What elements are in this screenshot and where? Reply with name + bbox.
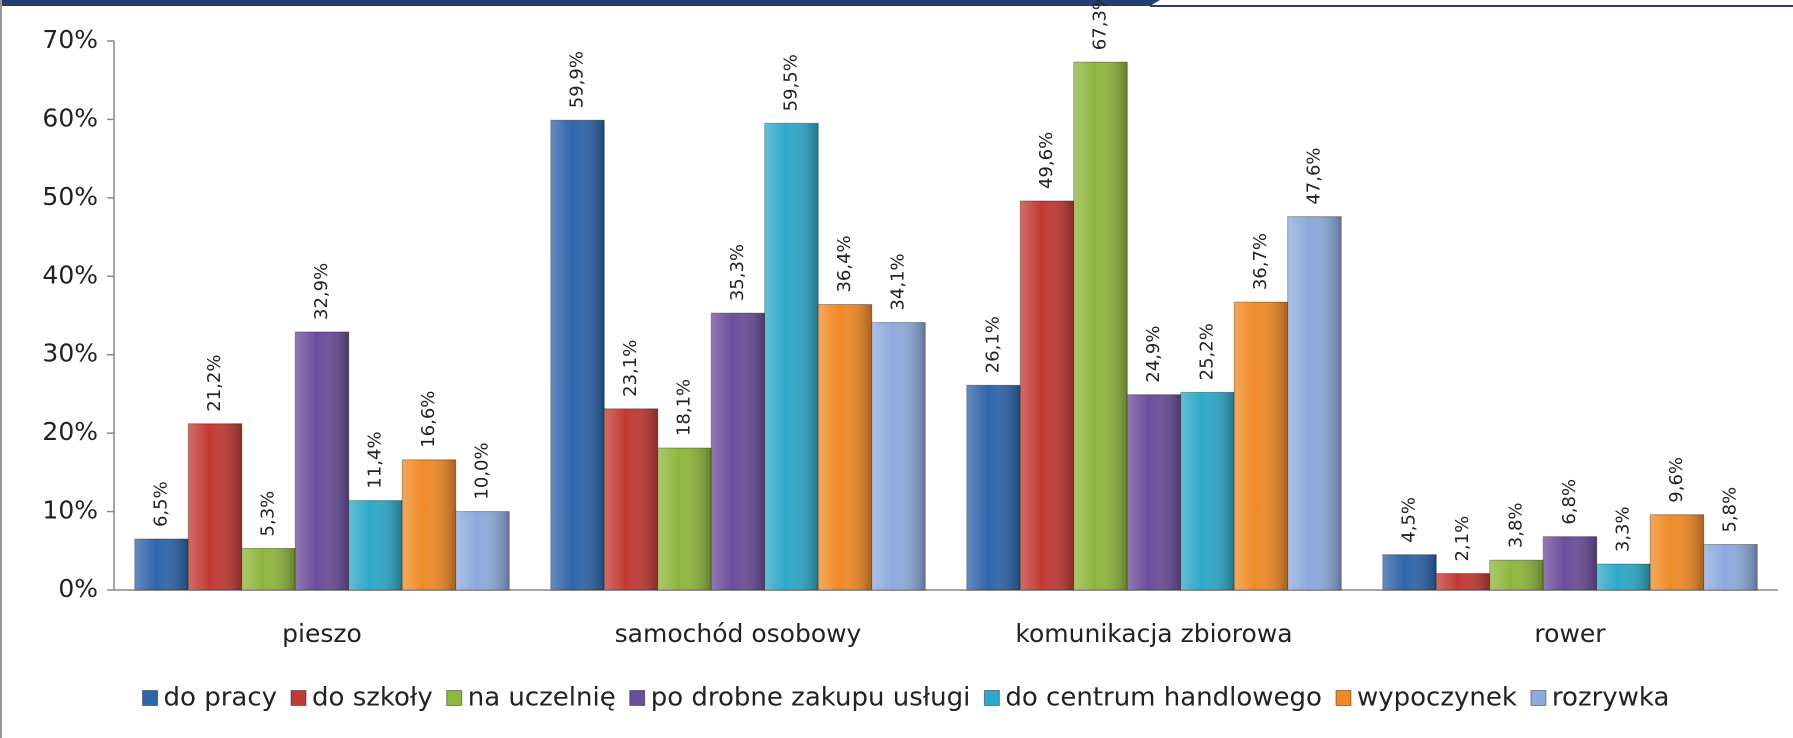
value-label: 6,5% (151, 481, 172, 527)
legend-swatch (629, 690, 646, 706)
bar (764, 122, 819, 591)
x-tick-label: pieszo (282, 619, 362, 648)
bar (1703, 544, 1758, 591)
legend-swatch (446, 690, 463, 706)
value-label: 24,9% (1143, 326, 1164, 383)
legend-label: wypoczynek (1357, 683, 1517, 713)
x-tick-label: komunikacja zbiorowa (1015, 619, 1292, 648)
value-label: 67,3% (1090, 0, 1111, 50)
value-label: 47,6% (1303, 147, 1324, 204)
header-band (0, 0, 1160, 6)
bar (1435, 573, 1491, 591)
bar (187, 423, 243, 591)
value-label: 23,1% (620, 340, 641, 397)
bar (241, 547, 296, 591)
legend-label: do szkoły (312, 683, 433, 713)
value-label: 36,4% (834, 235, 855, 292)
value-label: 18,1% (674, 379, 695, 436)
legend-label: na uczelnię (468, 683, 616, 713)
value-label: 11,4% (364, 431, 385, 488)
legend-label: do pracy (164, 683, 277, 713)
bar (348, 500, 403, 591)
value-label: 35,3% (727, 244, 748, 301)
y-tick-label: 30% (42, 339, 98, 368)
legend: do pracy do szkoły na uczelnię po drobne za… (142, 683, 1670, 713)
legend-swatch (983, 690, 1000, 706)
bar (1233, 301, 1289, 591)
bar (1596, 563, 1651, 591)
bar (1019, 200, 1075, 591)
value-label: 5,3% (258, 491, 279, 537)
bar (710, 312, 766, 591)
value-label: 2,1% (1452, 516, 1473, 562)
value-label: 10,0% (471, 442, 492, 499)
legend-label: rozrywka (1552, 683, 1670, 713)
value-label: 59,9% (567, 51, 588, 108)
value-label: 3,8% (1506, 502, 1527, 548)
bar (603, 408, 659, 591)
bar (817, 304, 873, 591)
y-tick-label: 20% (42, 417, 98, 446)
bar (871, 322, 926, 591)
bar (1382, 554, 1437, 591)
bar (455, 511, 510, 591)
y-tick-label: 60% (42, 103, 98, 132)
value-label: 26,1% (983, 316, 1004, 373)
y-tick-label: 50% (42, 182, 98, 211)
bar (294, 331, 350, 591)
value-label: 3,3% (1612, 506, 1633, 552)
bar (1073, 61, 1128, 591)
bar (1287, 216, 1342, 591)
y-tick-label: 70% (42, 25, 98, 54)
value-label: 16,6% (418, 391, 439, 448)
legend-swatch (1335, 690, 1352, 706)
x-tick-label: rower (1534, 619, 1606, 648)
legend-label: do centrum handlowego (1005, 683, 1322, 713)
bar (1180, 391, 1235, 591)
value-label: 4,5% (1399, 497, 1420, 543)
value-label: 9,6% (1666, 457, 1687, 503)
x-tick-label: samochód osobowy (615, 619, 862, 648)
bar (966, 384, 1021, 591)
value-label: 34,1% (887, 253, 908, 310)
bar (1489, 559, 1544, 591)
bar (401, 459, 457, 591)
legend-swatch (1530, 690, 1547, 706)
bar (134, 538, 189, 591)
value-label: 6,8% (1559, 479, 1580, 525)
value-label: 59,5% (780, 54, 801, 111)
bar (1542, 536, 1598, 591)
legend-label: po drobne zakupu usługi (651, 683, 971, 713)
bar (1126, 394, 1182, 591)
value-label: 36,7% (1250, 233, 1271, 290)
y-tick-label: 0% (58, 574, 98, 603)
y-tick-label: 10% (42, 496, 98, 525)
bar (550, 119, 605, 591)
value-label: 32,9% (311, 263, 332, 320)
y-tick-label: 40% (42, 260, 98, 289)
value-label: 49,6% (1036, 132, 1057, 189)
value-label: 21,2% (204, 355, 225, 412)
legend-swatch (290, 690, 307, 706)
value-label: 25,2% (1196, 323, 1217, 380)
bar (657, 447, 712, 591)
value-label: 5,8% (1719, 487, 1740, 533)
legend-swatch (142, 690, 159, 706)
bar (1649, 514, 1705, 591)
